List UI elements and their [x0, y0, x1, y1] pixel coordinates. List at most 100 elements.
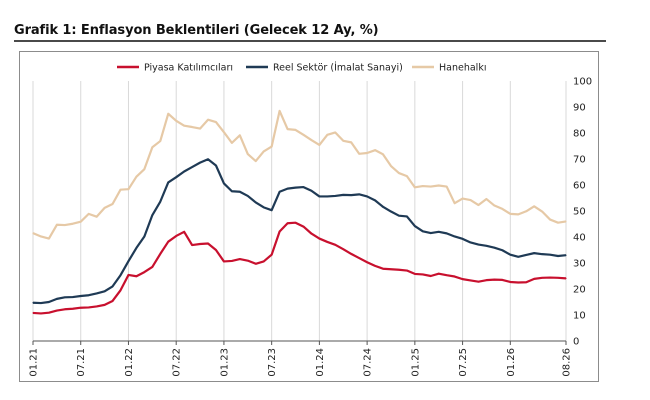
data-point	[127, 274, 130, 276]
data-point	[207, 158, 209, 160]
data-point	[501, 208, 503, 210]
data-point	[390, 165, 392, 167]
data-point	[461, 197, 464, 200]
data-point	[207, 242, 209, 245]
series-layer	[32, 109, 567, 315]
data-point	[151, 266, 153, 268]
data-point	[326, 134, 328, 136]
data-point	[454, 202, 456, 204]
y-tick-label: 0	[573, 337, 579, 348]
data-point	[247, 195, 249, 197]
data-point	[111, 285, 114, 287]
data-point	[334, 131, 336, 134]
data-point	[247, 260, 249, 262]
data-point	[509, 281, 511, 283]
data-point	[342, 194, 344, 196]
data-point	[398, 172, 400, 174]
data-point	[88, 306, 90, 309]
data-point	[446, 185, 448, 188]
data-point	[294, 129, 297, 131]
data-point	[127, 260, 130, 262]
data-point	[96, 216, 98, 218]
series-line	[32, 158, 567, 305]
series-line	[32, 109, 567, 240]
data-point	[350, 194, 352, 196]
data-point	[302, 186, 305, 188]
data-point	[199, 243, 201, 245]
data-point	[96, 292, 98, 295]
data-point	[207, 119, 209, 121]
data-point	[501, 249, 503, 251]
data-point	[469, 199, 472, 201]
data-point	[446, 274, 448, 276]
data-point	[175, 235, 177, 237]
data-point	[48, 301, 50, 303]
data-point	[350, 253, 352, 255]
data-point	[286, 188, 289, 190]
data-point	[191, 166, 193, 168]
data-point	[263, 150, 265, 153]
data-point	[509, 213, 511, 215]
data-point	[271, 145, 273, 148]
axis-layer: 01.21 07.21 01.22 07.22 01.23 07.23 01.24 07.24…	[29, 77, 593, 377]
data-point	[509, 254, 511, 256]
data-point	[191, 126, 193, 128]
data-point	[493, 279, 495, 281]
data-point	[422, 185, 424, 187]
data-point	[326, 195, 328, 198]
data-point	[477, 243, 480, 246]
data-point	[40, 312, 42, 315]
data-point	[525, 281, 527, 283]
data-point	[430, 232, 432, 234]
data-point	[239, 134, 241, 136]
data-point	[143, 168, 145, 170]
data-point	[80, 295, 82, 297]
data-point	[374, 149, 376, 151]
data-point	[318, 195, 320, 198]
data-point	[175, 120, 177, 122]
data-point	[175, 176, 177, 178]
data-point	[422, 273, 424, 276]
data-point	[279, 230, 281, 233]
data-point	[104, 207, 106, 209]
data-point	[151, 146, 153, 148]
data-point	[191, 244, 193, 246]
y-tick-label: 70	[573, 155, 586, 166]
data-point	[302, 134, 305, 136]
data-point	[350, 141, 352, 143]
x-tick-label: 01.23	[219, 348, 230, 377]
data-point	[72, 308, 74, 310]
data-point	[271, 209, 273, 211]
grid-layer	[32, 81, 567, 341]
data-point	[366, 152, 368, 154]
data-point	[159, 140, 161, 142]
data-point	[215, 164, 217, 167]
series-hane	[32, 109, 567, 240]
data-point	[119, 274, 122, 276]
data-point	[199, 162, 201, 164]
data-point	[286, 128, 289, 130]
data-point	[143, 271, 145, 273]
data-point	[255, 263, 257, 265]
data-point	[231, 260, 233, 262]
data-point	[318, 237, 320, 240]
y-tick-label: 50	[573, 207, 586, 218]
data-point	[80, 307, 82, 309]
data-point	[541, 253, 543, 255]
data-point	[64, 296, 66, 298]
data-point	[398, 269, 400, 271]
data-point	[358, 193, 360, 195]
data-point	[334, 195, 336, 197]
data-point	[438, 231, 440, 233]
y-tick-label: 30	[573, 259, 586, 270]
data-point	[446, 232, 448, 234]
data-point	[239, 191, 241, 193]
data-point	[40, 235, 42, 238]
page-title: Grafik 1: Enflasyon Beklentileri (Gelece…	[14, 23, 379, 38]
data-point	[215, 249, 217, 251]
title-divider	[14, 40, 606, 42]
data-point	[111, 300, 114, 302]
data-point	[485, 279, 488, 281]
data-point	[239, 258, 241, 260]
